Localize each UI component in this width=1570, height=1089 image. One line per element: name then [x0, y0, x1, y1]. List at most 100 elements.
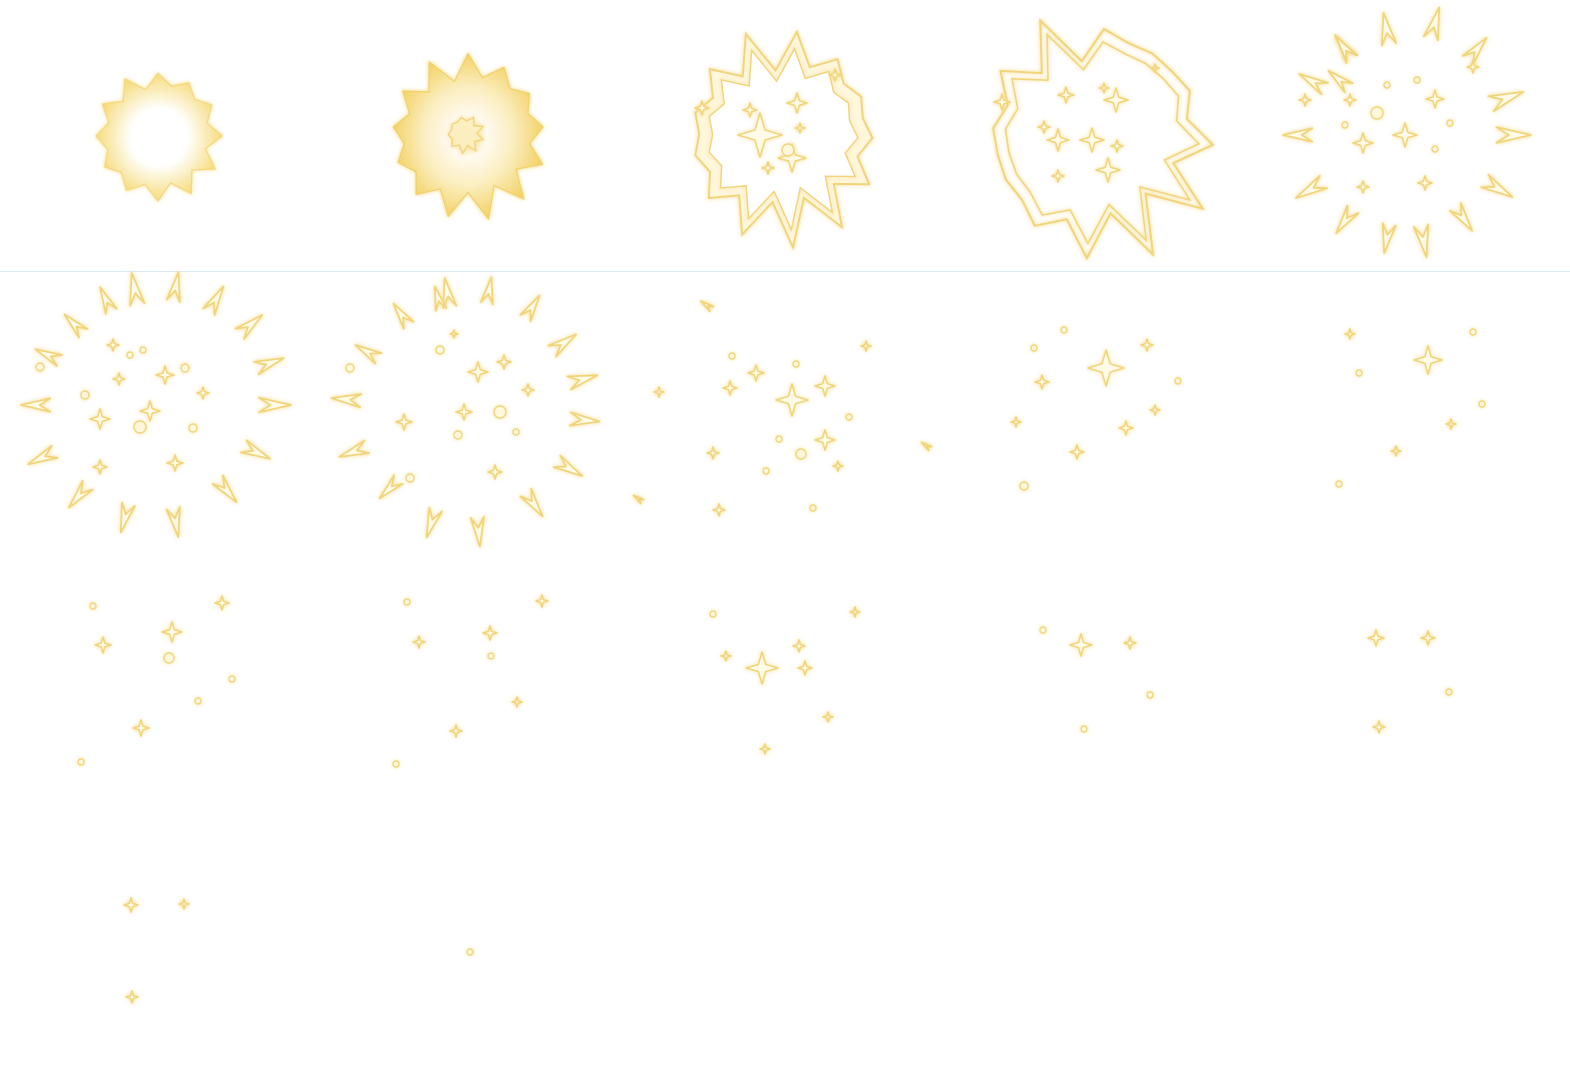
- sparkle-dot: [89, 602, 97, 610]
- sparkle-dot: [1478, 400, 1486, 408]
- sparkle: [722, 380, 738, 396]
- sparkle-dot: [466, 948, 474, 956]
- shard: [632, 494, 645, 505]
- sparkle-dot: [133, 420, 147, 434]
- frame-1: [95, 72, 224, 203]
- shard: [519, 294, 541, 323]
- sparkle-dot: [228, 675, 236, 683]
- shard: [234, 314, 264, 340]
- shard: [547, 333, 577, 358]
- sparkle: [822, 711, 834, 723]
- shard: [700, 300, 715, 313]
- sparkle: [1352, 132, 1374, 154]
- sparkle-dot: [163, 652, 175, 664]
- sparkle-dot: [35, 362, 45, 372]
- sparkle: [1343, 93, 1357, 107]
- shard: [253, 357, 285, 376]
- sparkle-dot: [1039, 626, 1047, 634]
- sparkle-dot: [762, 467, 770, 475]
- shard: [1480, 173, 1514, 198]
- frame-14: [1039, 626, 1154, 733]
- sparkle-dot: [403, 598, 411, 606]
- frame-7: [330, 276, 601, 548]
- shard: [27, 444, 59, 466]
- row-guide-line: [0, 271, 1570, 272]
- sparkle: [106, 338, 120, 352]
- sparkle: [1298, 93, 1312, 107]
- shard: [552, 454, 584, 477]
- sparkle: [860, 340, 872, 352]
- sparkle: [797, 660, 813, 676]
- sparkle-dot: [1355, 369, 1363, 377]
- sparkle-dot: [728, 352, 736, 360]
- sparkle: [786, 92, 808, 114]
- sparkle-dot: [493, 405, 507, 419]
- sparkle: [112, 372, 126, 386]
- sparkle-dot: [453, 430, 463, 440]
- sparkle-dot: [792, 360, 800, 368]
- shard: [442, 277, 458, 309]
- sparkle: [653, 386, 665, 398]
- sparkle: [511, 696, 523, 708]
- shard: [119, 501, 136, 534]
- sparkle-dot: [139, 346, 147, 354]
- burst-ring-inner: [708, 46, 859, 232]
- sparkle-dot: [392, 760, 400, 768]
- burst-ring: [992, 17, 1215, 261]
- shard: [1495, 126, 1532, 144]
- sparkle: [1098, 82, 1110, 94]
- sparkle-dot: [845, 413, 853, 421]
- sparkle: [993, 93, 1011, 111]
- frame-4: [992, 17, 1215, 261]
- sparkle: [1037, 120, 1051, 134]
- sparkle-dot: [1146, 691, 1154, 699]
- shard: [1381, 222, 1397, 255]
- frame-11: [77, 595, 236, 766]
- frame-17: [466, 948, 474, 956]
- shard: [566, 374, 599, 391]
- shard: [1461, 36, 1488, 66]
- sparkle-dot: [1335, 480, 1343, 488]
- sparkle: [1118, 420, 1134, 436]
- shard: [165, 506, 181, 538]
- sparkle: [814, 429, 836, 451]
- frame-5: [1282, 6, 1532, 258]
- sparkle: [1010, 416, 1022, 428]
- shard: [338, 439, 370, 458]
- sparkle: [794, 122, 806, 134]
- sparkle: [1051, 169, 1065, 183]
- sparkle: [706, 446, 720, 460]
- sparkle: [1425, 89, 1445, 109]
- frame-16: [123, 897, 190, 1004]
- shard: [20, 397, 52, 413]
- sparkle-dot: [1383, 81, 1391, 89]
- shard: [1327, 69, 1354, 94]
- sparkle: [1095, 157, 1121, 183]
- burst-ring-inner: [1004, 32, 1201, 246]
- sparkle: [123, 897, 139, 913]
- shard: [469, 515, 485, 548]
- burst-core: [95, 72, 224, 203]
- shard: [129, 272, 146, 307]
- shard: [1380, 12, 1398, 47]
- shard: [63, 313, 89, 339]
- sparkle: [521, 383, 535, 397]
- shard: [1335, 204, 1360, 235]
- shard: [434, 285, 448, 312]
- shard: [479, 276, 494, 306]
- sparkle-dot: [80, 390, 90, 400]
- sparkle: [1087, 349, 1125, 387]
- sparkle: [487, 464, 503, 480]
- sparkle: [828, 68, 842, 82]
- sparkle-dot: [1413, 76, 1421, 84]
- sparkle-dot: [775, 435, 783, 443]
- sparkle: [1103, 87, 1129, 113]
- sparkle-dot: [487, 652, 495, 660]
- sparkle: [467, 361, 489, 383]
- shard: [920, 441, 933, 452]
- shard: [1335, 35, 1358, 63]
- shard: [1412, 223, 1430, 258]
- sparkle: [1079, 127, 1105, 153]
- sparkle: [496, 354, 512, 370]
